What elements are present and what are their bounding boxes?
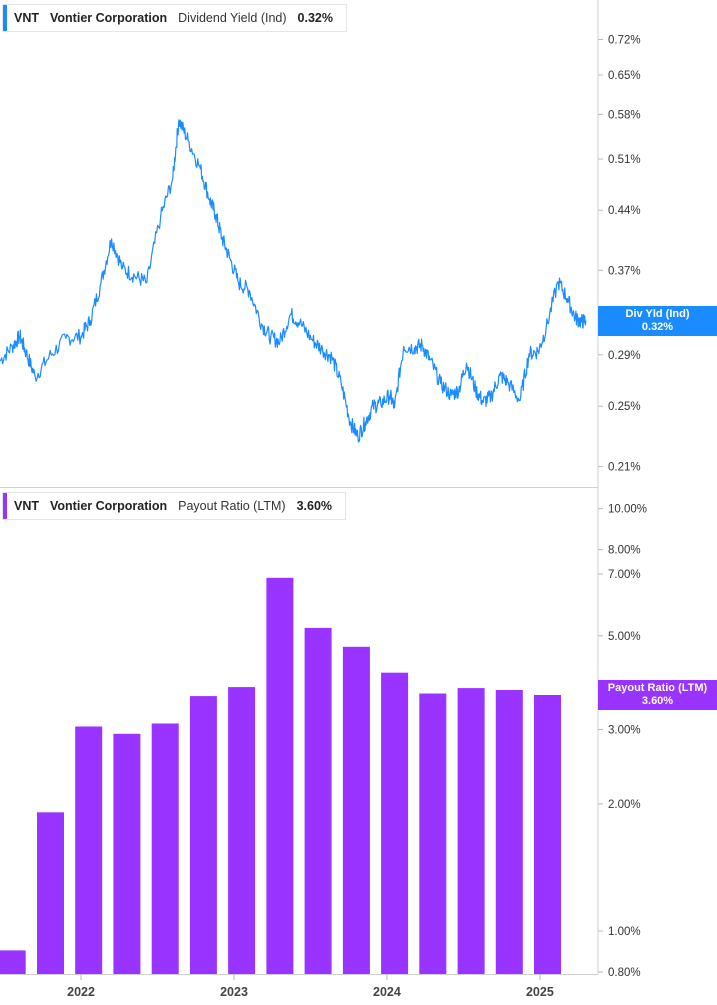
payout-ratio-bars: [0, 577, 561, 974]
top-legend-swatch: [3, 5, 7, 31]
payout-ratio-bar: [228, 687, 256, 974]
top-y-tick-label: 0.44%: [608, 205, 641, 217]
bottom-y-tick-label: 10.00%: [608, 504, 647, 516]
top-y-tick-label: 0.58%: [608, 109, 641, 121]
bottom-y-tick-label: 8.00%: [608, 545, 641, 557]
top-y-tick-label: 0.72%: [608, 34, 641, 46]
bottom-legend-metric: Payout Ratio (LTM): [178, 499, 286, 513]
x-tick-label: 2025: [526, 985, 554, 999]
div-yld-flag-label: Div Yld (Ind): [625, 308, 690, 320]
payout-ratio-bar: [419, 693, 447, 974]
top-legend: VNT Vontier Corporation Dividend Yield (…: [2, 4, 347, 32]
bottom-legend-company: Vontier Corporation: [50, 499, 168, 513]
payout-ratio-bar: [381, 672, 409, 974]
payout-ratio-bar: [457, 688, 485, 974]
bottom-legend: VNT Vontier Corporation Payout Ratio (LT…: [2, 492, 347, 520]
top-y-tick-label: 0.51%: [608, 154, 641, 166]
top-legend-value: 0.32%: [297, 11, 333, 25]
bottom-y-tick-label: 5.00%: [608, 631, 641, 643]
top-y-axis: 0.72% 0.65% 0.58% 0.51% 0.44% 0.37% 0.29% 0.25%…: [598, 34, 641, 474]
payout-ratio-bar: [534, 695, 561, 974]
payout-flag-value: 3.60%: [641, 695, 674, 707]
top-legend-company: Vontier Corporation: [50, 11, 168, 25]
payout-ratio-bar: [495, 690, 523, 974]
bottom-y-tick-label: 7.00%: [608, 569, 641, 581]
x-tick-label: 2022: [67, 985, 95, 999]
div-yld-flag-value: 0.32%: [641, 321, 674, 333]
payout-ratio-bar: [151, 723, 179, 974]
payout-ratio-bar: [189, 696, 217, 974]
payout-ratio-bar: [266, 577, 294, 974]
bottom-legend-value: 3.60%: [296, 499, 333, 513]
bottom-y-axis: 10.00% 8.00% 7.00% 5.00% 3.00% 2.00% 1.00% 0.80…: [598, 504, 647, 979]
bottom-y-tick-label: 0.80%: [608, 967, 641, 979]
payout-ratio-bar: [304, 627, 332, 974]
payout-ratio-price-flag: Payout Ratio (LTM) 3.60%: [598, 680, 717, 710]
payout-ratio-bar: [75, 726, 103, 974]
div-yld-price-flag: Div Yld (Ind) 0.32%: [598, 306, 717, 336]
top-y-tick-label: 0.37%: [608, 265, 641, 277]
payout-ratio-bar: [342, 646, 370, 974]
top-y-tick-label: 0.25%: [608, 401, 641, 413]
top-legend-metric: Dividend Yield (Ind): [178, 11, 287, 25]
top-y-tick-label: 0.65%: [608, 70, 641, 82]
dividend-yield-line: [0, 119, 587, 443]
x-tick-label: 2024: [373, 985, 401, 999]
bottom-y-tick-label: 2.00%: [608, 799, 641, 811]
bottom-y-tick-label: 1.00%: [608, 926, 641, 938]
top-legend-ticker: VNT: [14, 11, 39, 25]
x-axis: 2022 2023 2024 2025: [67, 974, 554, 999]
payout-ratio-bar: [37, 812, 64, 974]
payout-flag-label: Payout Ratio (LTM): [607, 682, 708, 694]
bottom-legend-ticker: VNT: [14, 499, 39, 513]
x-tick-label: 2023: [220, 985, 248, 999]
bottom-legend-swatch: [3, 493, 7, 519]
payout-ratio-bar: [113, 733, 141, 974]
bottom-y-tick-label: 3.00%: [608, 725, 641, 737]
top-y-tick-label: 0.29%: [608, 350, 641, 362]
top-y-tick-label: 0.21%: [608, 462, 641, 474]
payout-ratio-bar: [0, 950, 26, 974]
